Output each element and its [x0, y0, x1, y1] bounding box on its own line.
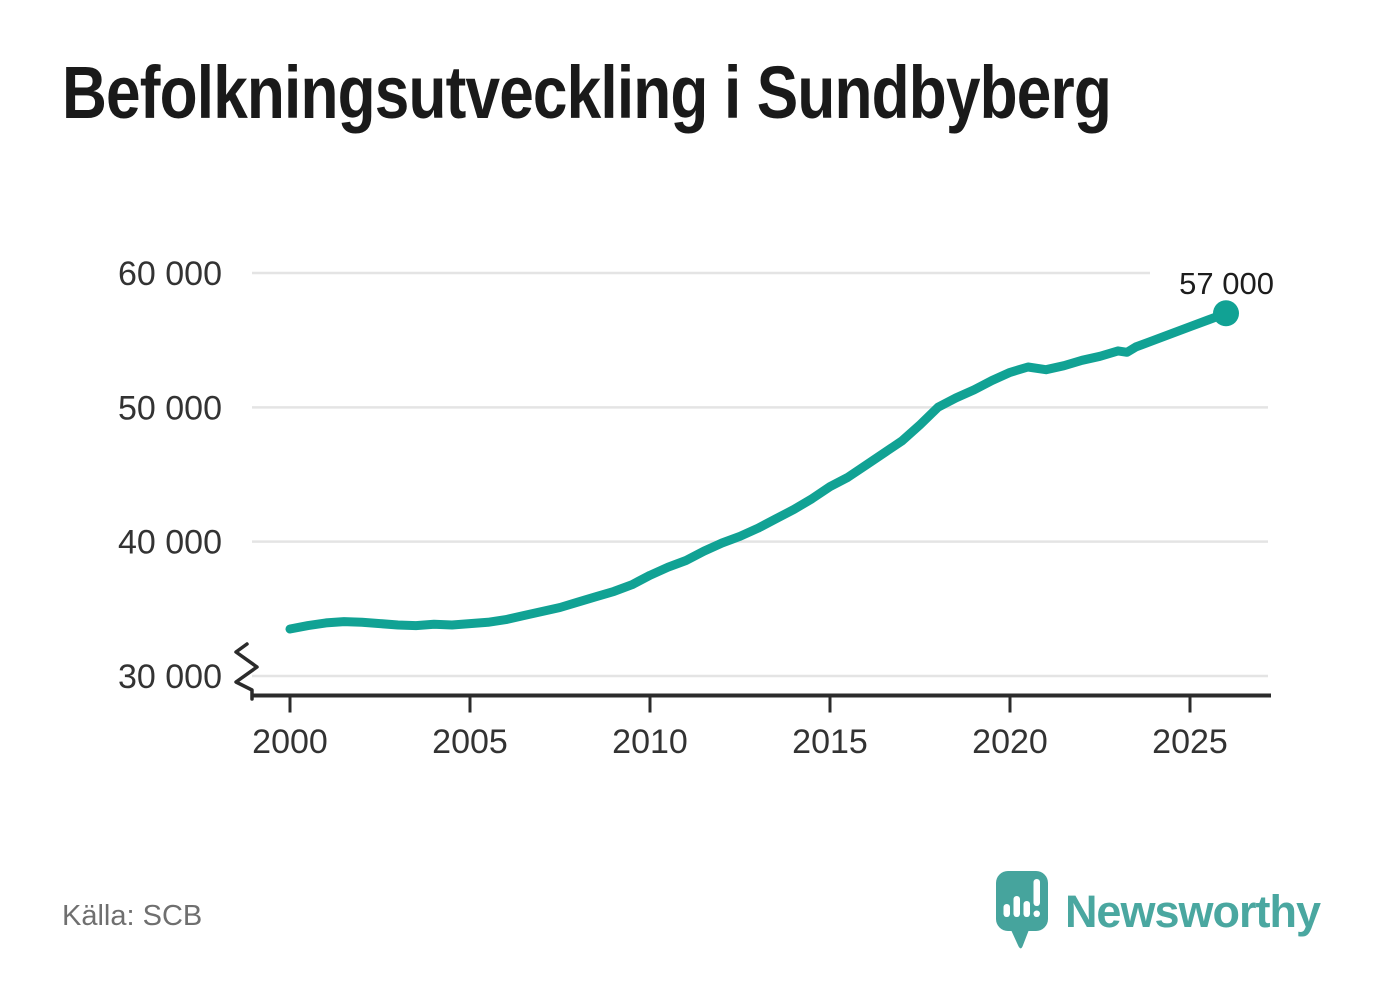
y-tick-label: 40 000: [118, 524, 222, 562]
population-line: [285, 308, 1231, 634]
x-tick-label: 2020: [972, 723, 1048, 761]
newsworthy-logo-text: Newsworthy: [1064, 886, 1321, 937]
newsworthy-logo: Newsworthy: [994, 870, 1321, 954]
x-tick-label: 2015: [792, 723, 868, 761]
logo-bar-2: [1013, 896, 1020, 917]
end-label-mask: [1150, 256, 1282, 300]
source-note: Källa: SCB: [62, 900, 203, 932]
x-tick-label: 2000: [252, 723, 328, 761]
logo-bar-3: [1023, 901, 1030, 917]
axis-break-icon: [234, 642, 259, 701]
x-tick-label: 2025: [1152, 723, 1228, 761]
logo-bar-1: [1003, 904, 1010, 917]
x-tick-label: 2005: [432, 723, 508, 761]
y-tick-label: 60 000: [118, 255, 222, 293]
logo-exclamation-stem: [1033, 879, 1040, 906]
speech-bubble-bar-chart-icon: [995, 871, 1048, 949]
y-tick-label: 30 000: [118, 658, 222, 696]
x-tick-label: 2010: [612, 723, 688, 761]
page-title-text: Befolkningsutveckling i Sundbyberg: [62, 51, 1112, 134]
end-point-marker: [1213, 300, 1239, 327]
logo-exclamation-dot: [1033, 910, 1040, 917]
end-value-label: 57 000: [1179, 266, 1274, 301]
page-title: Befolkningsutveckling i Sundbyberg: [62, 54, 1311, 132]
y-tick-label: 50 000: [118, 389, 222, 427]
